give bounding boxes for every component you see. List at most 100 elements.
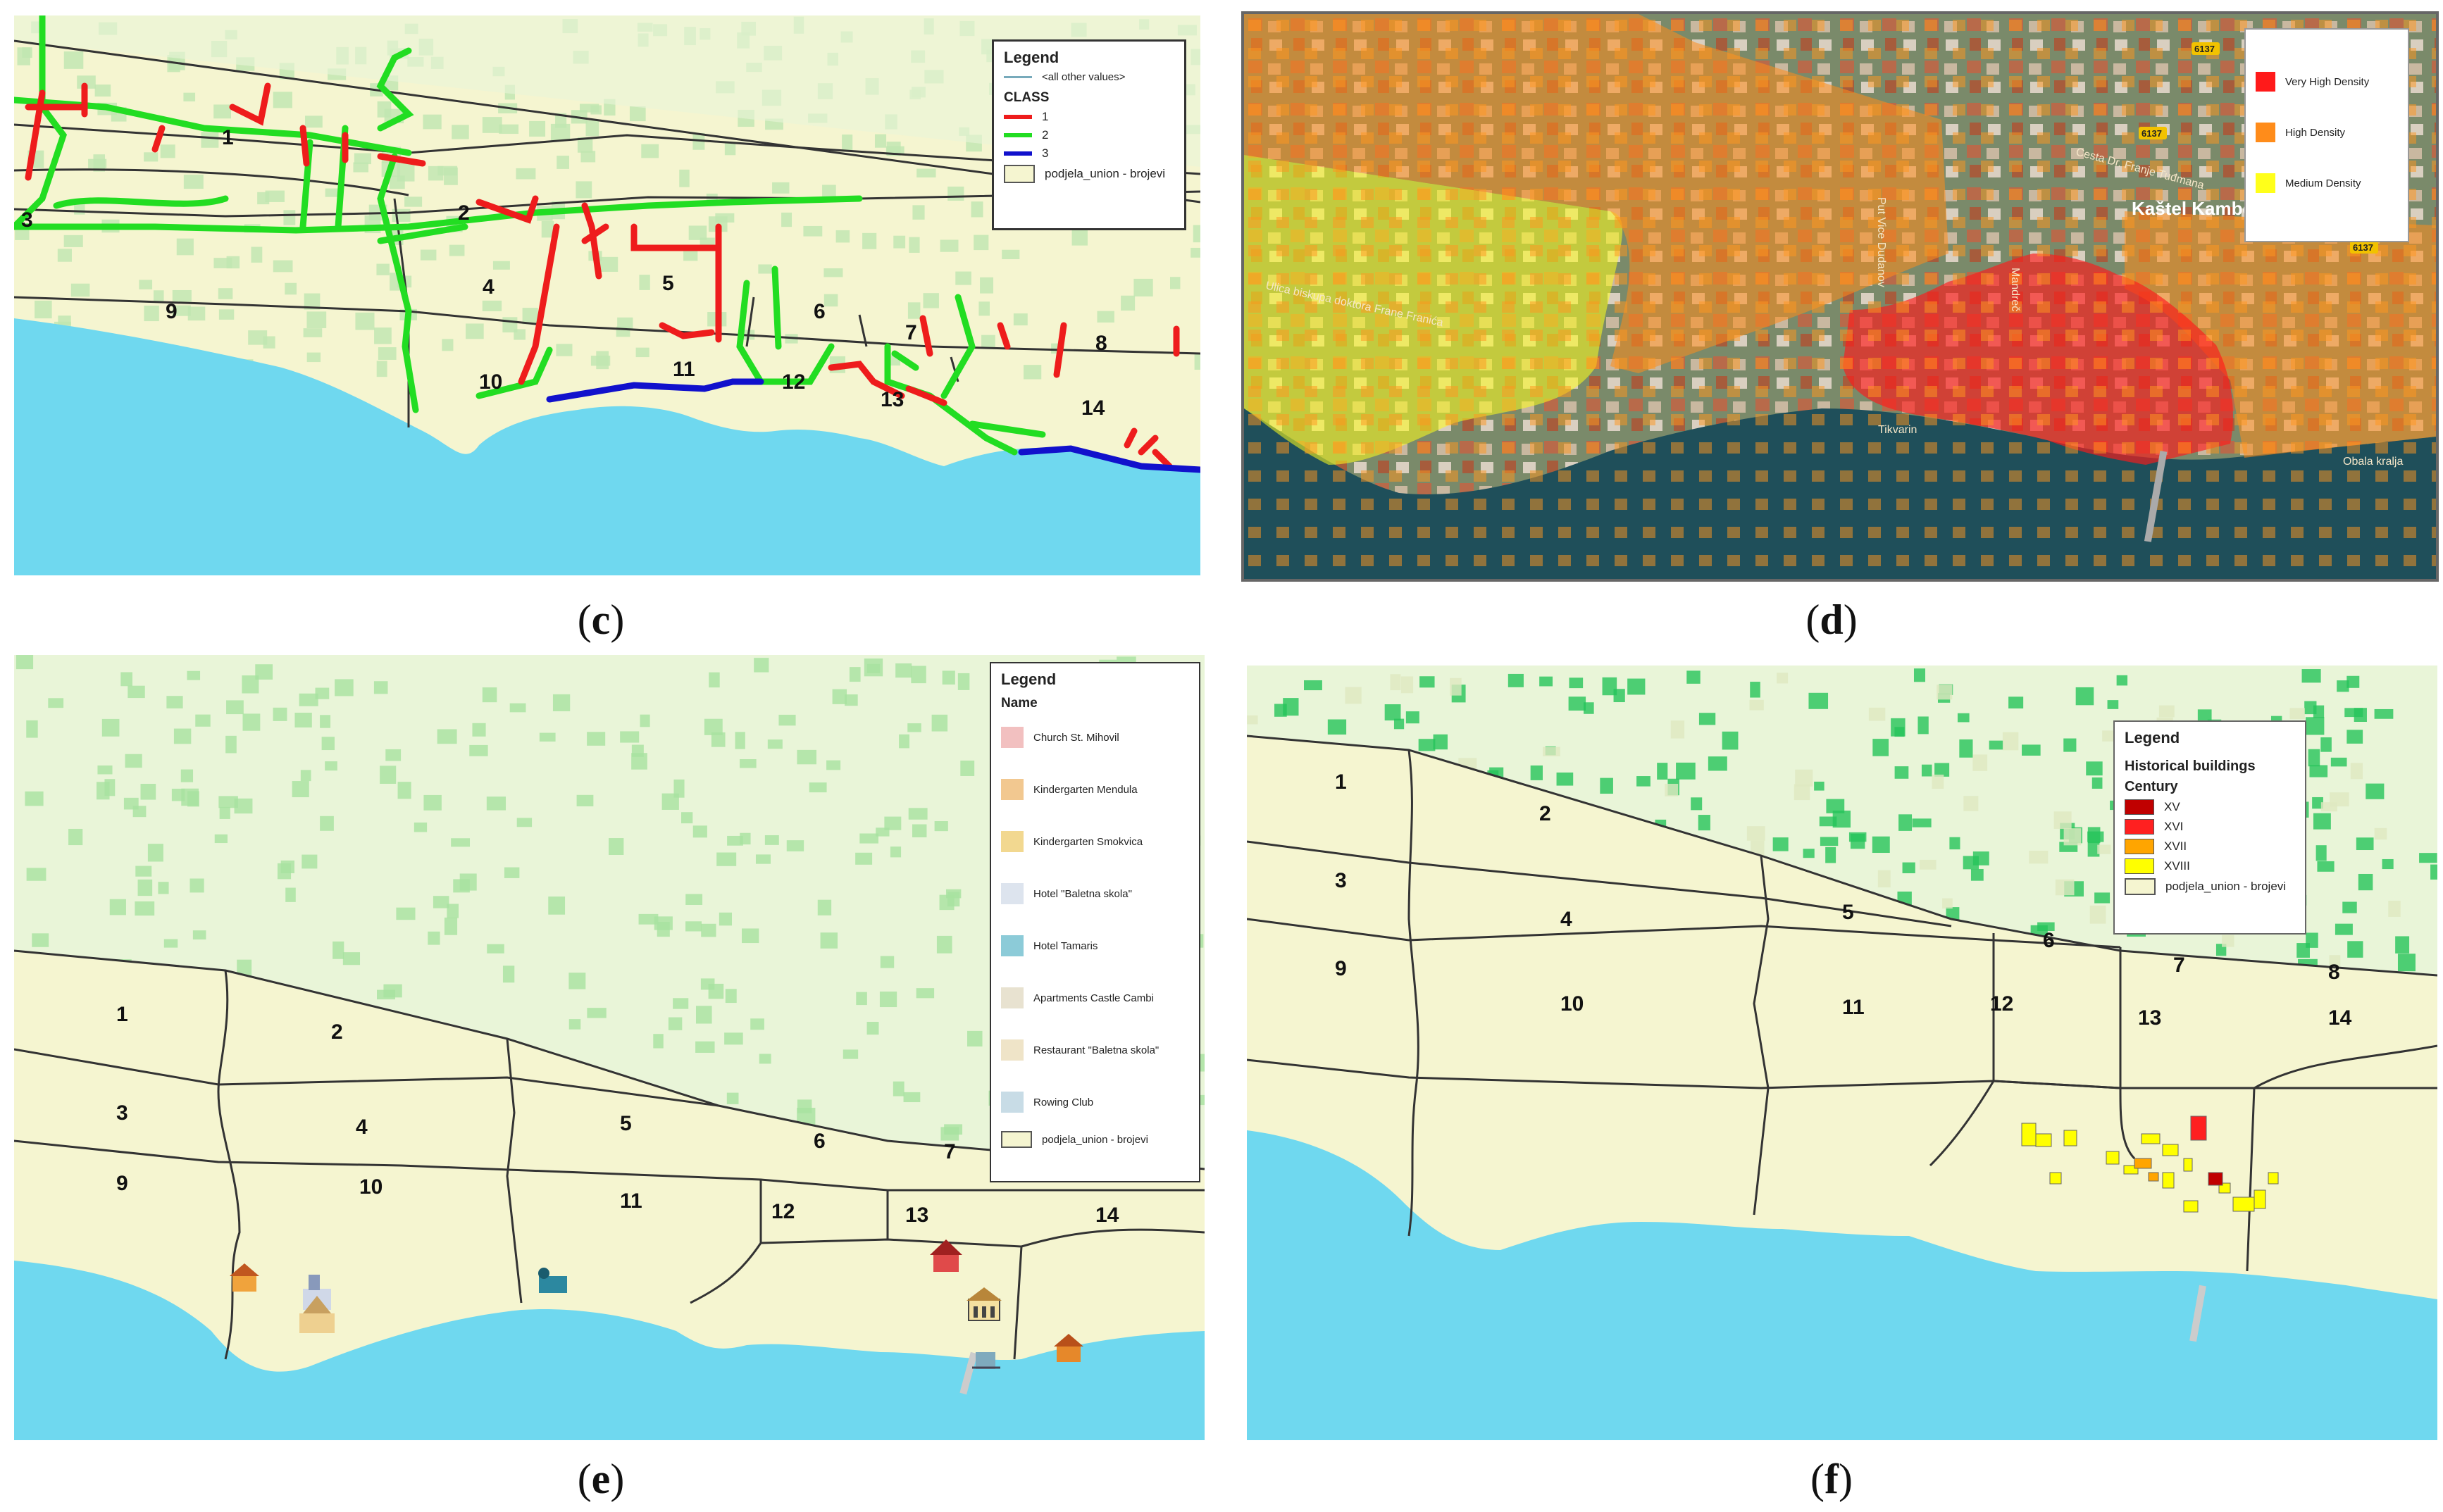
zone-label: 9 [166, 300, 178, 323]
historical-building [2162, 1144, 2179, 1156]
zone-label: 3 [116, 1101, 128, 1125]
zone-label: 1 [116, 1003, 128, 1026]
union-swatch [1001, 1131, 1032, 1148]
church-icon [1001, 727, 1024, 748]
poi-restaurant-icon[interactable] [299, 1296, 335, 1333]
street-segment [1018, 445, 1200, 473]
historical-building [2190, 1116, 2207, 1141]
poi-label: Kindergarten Mendula [1033, 783, 1138, 796]
street-segment [299, 125, 310, 167]
class-2-swatch [1004, 133, 1032, 137]
street-segment [14, 15, 68, 230]
zone-label: 13 [905, 1204, 928, 1227]
street-segment [919, 315, 933, 357]
street-segment [475, 195, 539, 224]
street-segment [14, 195, 863, 234]
poi-castle-icon[interactable] [966, 1287, 1002, 1321]
class-1-swatch [1004, 115, 1032, 119]
zone-label: 13 [2138, 1006, 2161, 1030]
poi-label: Rowing Club [1033, 1096, 1094, 1108]
zone-label: 8 [1095, 332, 1107, 355]
poi-label: Restaurant "Baletna skola" [1033, 1044, 1160, 1056]
legend-e: Legend Name Church St. Mihovil Kindergar… [990, 662, 1200, 1182]
street-segment [546, 378, 764, 403]
street-segment [581, 223, 609, 244]
poi-label: Hotel Tamaris [1033, 939, 1098, 952]
legend-title: Legend [2125, 729, 2180, 746]
street-segment [828, 361, 905, 399]
poi-rowing-club-icon[interactable] [972, 1352, 1000, 1369]
zone-label: 7 [2173, 954, 2185, 977]
poi-label: Apartments Castle Cambi [1033, 992, 1154, 1004]
street-segment [229, 82, 271, 126]
street-label: Mandreč [2009, 268, 2021, 311]
street-segment [53, 195, 229, 209]
zone-label: 2 [1539, 802, 1551, 825]
street-segment [659, 322, 715, 339]
zone-label: 12 [782, 370, 805, 394]
zone-label: 13 [881, 388, 904, 411]
street-segment [891, 350, 919, 371]
zone-label: 10 [359, 1175, 383, 1199]
zone-label: 2 [458, 201, 470, 225]
legend-f: Legend Historical buildings Century XV X… [2113, 720, 2306, 935]
zone-label: 11 [673, 358, 695, 381]
class-2-label: 2 [1042, 128, 1049, 142]
kindergarten-icon [1001, 779, 1024, 800]
class-1-label: 1 [1042, 110, 1049, 123]
historical-building [2134, 1158, 2152, 1169]
xvi-swatch [2125, 819, 2154, 835]
street-segment [1152, 449, 1173, 470]
class-3-swatch [1004, 151, 1032, 156]
century-label: XV [2164, 800, 2180, 813]
street-segment [1053, 322, 1067, 378]
zone-label: 10 [479, 370, 502, 394]
zone-label: 12 [771, 1200, 795, 1223]
class-3-label: 3 [1042, 146, 1049, 160]
historical-building [2148, 1172, 2159, 1182]
xv-swatch [2125, 799, 2154, 815]
zone-label: 11 [1842, 996, 1865, 1019]
historical-building [2254, 1189, 2266, 1209]
historical-building [2232, 1197, 2255, 1212]
zone-label: 4 [483, 275, 495, 299]
zone-label: 5 [620, 1112, 632, 1135]
street-segment [771, 265, 782, 350]
xvii-swatch [2125, 839, 2154, 854]
other-values-label: <all other values> [1042, 71, 1126, 83]
hotel-icon [1001, 935, 1024, 956]
rowing-icon [1001, 1092, 1024, 1113]
poi-kindergarten-icon[interactable] [230, 1263, 259, 1292]
medium-label: Medium Density [2285, 177, 2361, 189]
road-badge: 6137 [2141, 128, 2162, 139]
historical-building [2183, 1158, 2193, 1172]
street-segment [518, 223, 560, 385]
legend-subtitle: Historical buildings [2125, 758, 2256, 774]
density-satellite-map: 6137 6137 6137 Ulica biskupa doktora Fra… [1244, 14, 2436, 579]
street-segment [377, 153, 419, 413]
union-swatch [2125, 878, 2156, 895]
historical-buildings [2021, 1116, 2279, 1213]
poi-kindergarten-smokvica-icon[interactable] [1054, 1334, 1083, 1362]
zone-label: 5 [662, 272, 674, 295]
century-label: XVIII [2164, 859, 2190, 873]
zone-label: 6 [814, 300, 826, 323]
century-label: XVI [2164, 820, 2184, 833]
caption-c: (c) [577, 596, 625, 643]
poi-church-icon[interactable] [930, 1239, 962, 1272]
street-segment [1138, 435, 1159, 456]
zone-label: 1 [1335, 770, 1347, 794]
historical-building [2208, 1172, 2223, 1186]
zone-label: 2 [331, 1020, 343, 1044]
street-segment [630, 223, 722, 251]
other-values-swatch [1004, 76, 1032, 78]
street-segment [377, 153, 426, 167]
high-swatch [2256, 123, 2275, 142]
street-segment [884, 343, 1018, 456]
high-label: High Density [2285, 126, 2346, 139]
zone-label: 7 [905, 321, 917, 344]
poi-hotel-tamaris-icon[interactable] [538, 1268, 567, 1293]
street-segment [905, 385, 947, 406]
sea [14, 318, 1200, 575]
